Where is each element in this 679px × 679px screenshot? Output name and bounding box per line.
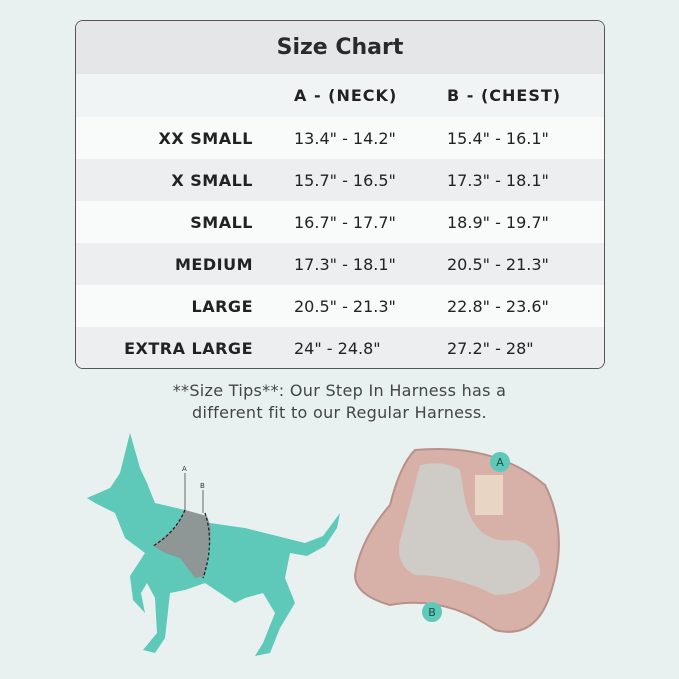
chest-value: 17.3" - 18.1" bbox=[447, 170, 549, 190]
chest-value: 15.4" - 16.1" bbox=[447, 128, 549, 148]
header-chest: B - (CHEST) bbox=[447, 86, 562, 105]
harness-mesh-inner bbox=[399, 463, 540, 595]
dog-label-a: A bbox=[182, 465, 187, 473]
harness-label-b: B bbox=[428, 606, 436, 619]
harness-badge-a bbox=[490, 452, 510, 472]
size-label: SMALL bbox=[190, 212, 253, 232]
neck-value: 13.4" - 14.2" bbox=[294, 128, 396, 148]
chest-measure-line bbox=[202, 512, 211, 579]
neck-value: 16.7" - 17.7" bbox=[294, 212, 396, 232]
table-row: SMALL 16.7" - 17.7" 18.9" - 19.7" bbox=[76, 201, 604, 243]
neck-value: 17.3" - 18.1" bbox=[294, 254, 396, 274]
table-row: XX SMALL 13.4" - 14.2" 15.4" - 16.1" bbox=[76, 117, 604, 159]
header-neck: A - (NECK) bbox=[294, 86, 398, 105]
harness-label-a: A bbox=[496, 456, 504, 469]
size-tips-line-2: different fit to our Regular Harness. bbox=[192, 403, 487, 422]
size-tips-line-1: **Size Tips**: Our Step In Harness has a bbox=[172, 381, 507, 400]
dog-silhouette bbox=[87, 433, 340, 656]
dog-label-b: B bbox=[200, 482, 205, 490]
size-chart-title: Size Chart bbox=[76, 21, 604, 74]
table-row: EXTRA LARGE 24" - 24.8" 27.2" - 28" bbox=[76, 327, 604, 368]
table-row: LARGE 20.5" - 21.3" 22.8" - 23.6" bbox=[76, 285, 604, 327]
chest-value: 20.5" - 21.3" bbox=[447, 254, 549, 274]
table-header-row: A - (NECK) B - (CHEST) bbox=[76, 74, 604, 117]
size-label: MEDIUM bbox=[175, 254, 253, 274]
size-label: LARGE bbox=[191, 296, 253, 316]
chest-value: 22.8" - 23.6" bbox=[447, 296, 549, 316]
chest-value: 18.9" - 19.7" bbox=[447, 212, 549, 232]
chest-value: 27.2" - 28" bbox=[447, 338, 534, 358]
size-label: XX SMALL bbox=[158, 128, 253, 148]
size-tips: **Size Tips**: Our Step In Harness has a… bbox=[0, 380, 679, 424]
dog-illustration: A B bbox=[87, 433, 340, 656]
dog-harness bbox=[153, 510, 211, 578]
harness-photo: A B bbox=[353, 448, 560, 633]
neck-value: 15.7" - 16.5" bbox=[294, 170, 396, 190]
neck-value: 24" - 24.8" bbox=[294, 338, 381, 358]
harness-badge-b bbox=[422, 602, 442, 622]
size-label: X SMALL bbox=[171, 170, 253, 190]
size-chart-table: Size Chart A - (NECK) B - (CHEST) XX SMA… bbox=[75, 20, 605, 369]
neck-value: 20.5" - 21.3" bbox=[294, 296, 396, 316]
table-row: X SMALL 15.7" - 16.5" 17.3" - 18.1" bbox=[76, 159, 604, 201]
size-label: EXTRA LARGE bbox=[124, 338, 253, 358]
table-row: MEDIUM 17.3" - 18.1" 20.5" - 21.3" bbox=[76, 243, 604, 285]
harness-label-patch bbox=[475, 475, 503, 515]
